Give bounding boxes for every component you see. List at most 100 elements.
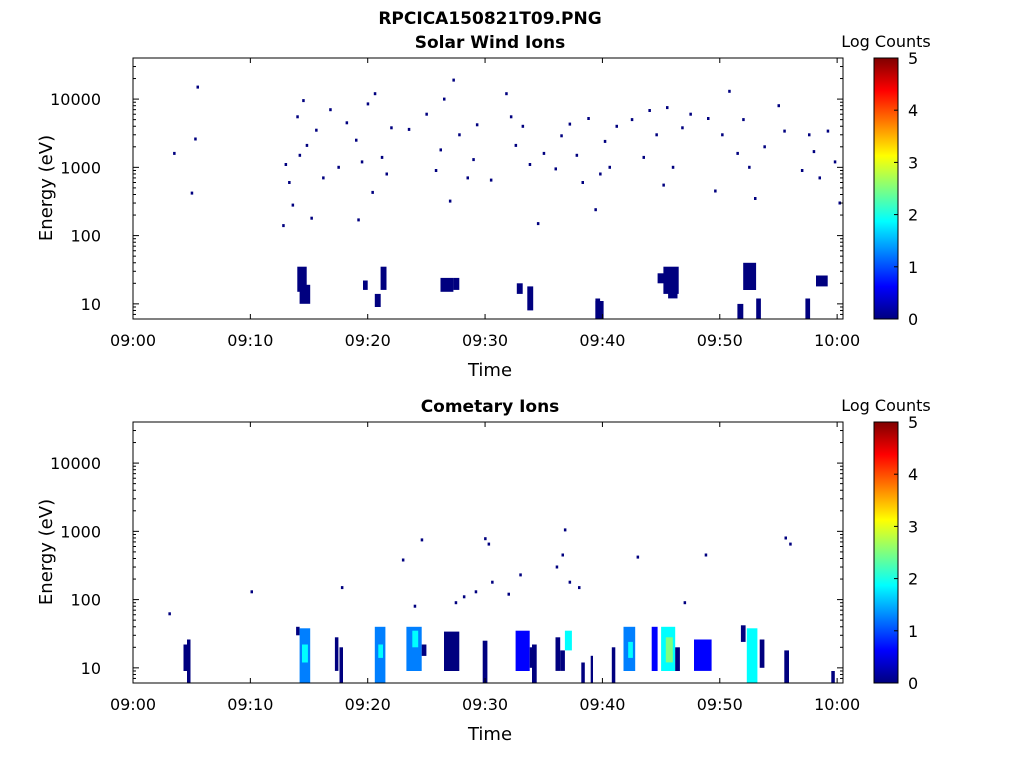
spectrogram-cell — [568, 122, 572, 126]
spectrogram-cell — [484, 537, 487, 541]
panel-cometary: Cometary Ions 09:00 09:10 09:20 09:30 09:40 0… — [36, 396, 931, 745]
spectrogram-cell — [322, 176, 325, 180]
spectrogram-cell — [305, 143, 309, 147]
spectrogram-cell — [390, 126, 393, 130]
spectrogram-cell — [475, 123, 479, 127]
spectrogram-cell — [474, 590, 478, 594]
cometary-spectrogram — [168, 528, 835, 683]
spectrogram-cell — [721, 133, 724, 137]
spectrogram-cell — [542, 151, 546, 155]
panel-title-cometary: Cometary Ions — [421, 397, 560, 417]
spectrogram-cell — [371, 190, 374, 194]
x-tick-label: 09:00 — [110, 695, 156, 714]
spectrogram-cell — [683, 601, 687, 605]
solar-wind-x-label: Time — [467, 360, 512, 381]
colorbar-tick-label: 5 — [908, 413, 918, 432]
spectrogram-cell — [714, 189, 717, 193]
colorbar-tick-label: 2 — [908, 206, 918, 225]
spectrogram-cell — [250, 590, 253, 594]
colorbar-tick-label: 2 — [908, 570, 918, 589]
spectrogram-block — [440, 277, 454, 292]
spectrogram-block — [516, 283, 523, 294]
spectrogram-cell — [642, 155, 645, 159]
y-tick-label: 10000 — [50, 454, 101, 473]
spectrogram-cell — [783, 129, 786, 133]
spectrogram-block — [746, 628, 758, 683]
panel-title-solar-wind: Solar Wind Ions — [415, 33, 566, 53]
spectrogram-block — [378, 644, 383, 658]
spectrogram-cell — [838, 201, 841, 205]
spectrogram-cell — [407, 127, 411, 131]
spectrogram-cell — [662, 183, 665, 187]
y-tick-label: 10000 — [50, 90, 101, 109]
spectrogram-block — [453, 277, 460, 290]
spectrogram-cell — [514, 143, 518, 147]
spectrogram-cell — [568, 580, 572, 584]
spectrogram-cell — [563, 528, 567, 532]
spectrogram-cell — [603, 139, 607, 143]
spectrogram-cell — [578, 586, 581, 590]
spectrogram-block — [334, 637, 339, 671]
y-tick-label: 1000 — [60, 158, 101, 177]
spectrogram-cell — [491, 580, 494, 584]
spectrogram-block — [555, 637, 561, 671]
solar-wind-y-label: Energy (eV) — [36, 135, 57, 241]
spectrogram-cell — [366, 102, 370, 106]
spectrogram-cell — [302, 99, 305, 103]
spectrogram-cell — [599, 172, 602, 176]
spectrogram-cell — [554, 167, 557, 171]
spectrogram-block — [694, 639, 712, 671]
x-tick-label: 09:10 — [227, 695, 273, 714]
spectrogram-cell — [507, 592, 510, 596]
spectrogram-cell — [681, 126, 684, 130]
spectrogram-cell — [575, 153, 579, 157]
spectrogram-cell — [168, 612, 171, 616]
spectrogram-cell — [288, 181, 291, 184]
spectrogram-cell — [340, 586, 344, 590]
spectrogram-cell — [800, 169, 804, 172]
spectrogram-cell — [355, 138, 358, 142]
spectrogram-cell — [742, 118, 745, 122]
spectrogram-cell — [196, 85, 199, 89]
spectrogram-cell — [555, 565, 559, 569]
spectrogram-cell — [380, 155, 384, 159]
spectrogram-block — [816, 275, 828, 287]
x-tick-label: 09:00 — [110, 331, 156, 350]
spectrogram-cell — [329, 108, 332, 112]
solar-wind-colorbar: 0 1 2 3 4 5 — [873, 49, 918, 329]
cometary-colorbar-label: Log Counts — [841, 396, 931, 415]
spectrogram-cell — [587, 117, 590, 120]
x-tick-label: 09:50 — [697, 331, 743, 350]
spectrogram-block — [831, 671, 835, 683]
spectrogram-block — [737, 303, 744, 319]
cometary-axis-ticks: 09:00 09:10 09:20 09:30 09:40 09:50 10:00 10 100… — [50, 421, 860, 714]
y-tick-label: 1000 — [60, 522, 101, 541]
spectrogram-cell — [458, 133, 461, 137]
spectrogram-cell — [536, 222, 540, 226]
spectrogram-cell — [689, 112, 692, 116]
spectrogram-cell — [345, 121, 349, 125]
spectrogram-block — [560, 650, 565, 671]
spectrogram-block — [784, 650, 789, 683]
spectrogram-cell — [296, 115, 299, 119]
spectrogram-cell — [310, 216, 313, 220]
panel-solar-wind: Solar Wind Ions 09:00 09:10 09:20 09:30 09:4… — [36, 32, 931, 381]
spectrogram-cell — [425, 112, 428, 116]
spectrogram-block — [444, 631, 460, 671]
x-tick-label: 09:50 — [697, 695, 743, 714]
spectrogram-cell — [357, 218, 360, 222]
colorbar-tick-label: 1 — [908, 622, 918, 641]
spectrogram-cell — [315, 128, 318, 132]
spectrogram-cell — [560, 134, 563, 138]
colorbar-tick-label: 3 — [908, 153, 918, 172]
solar-wind-colorbar-label: Log Counts — [841, 32, 931, 51]
spectrogram-cell — [521, 124, 525, 128]
x-tick-label: 09:30 — [462, 331, 508, 350]
spectrogram-cell — [648, 109, 651, 112]
spectrogram-block — [756, 298, 761, 319]
solar-wind-plot-frame — [132, 57, 844, 320]
spectrogram-cell — [385, 172, 388, 176]
spectrogram-block — [740, 625, 746, 642]
spectrogram-cell — [812, 150, 816, 154]
colorbar-scale — [873, 57, 899, 320]
